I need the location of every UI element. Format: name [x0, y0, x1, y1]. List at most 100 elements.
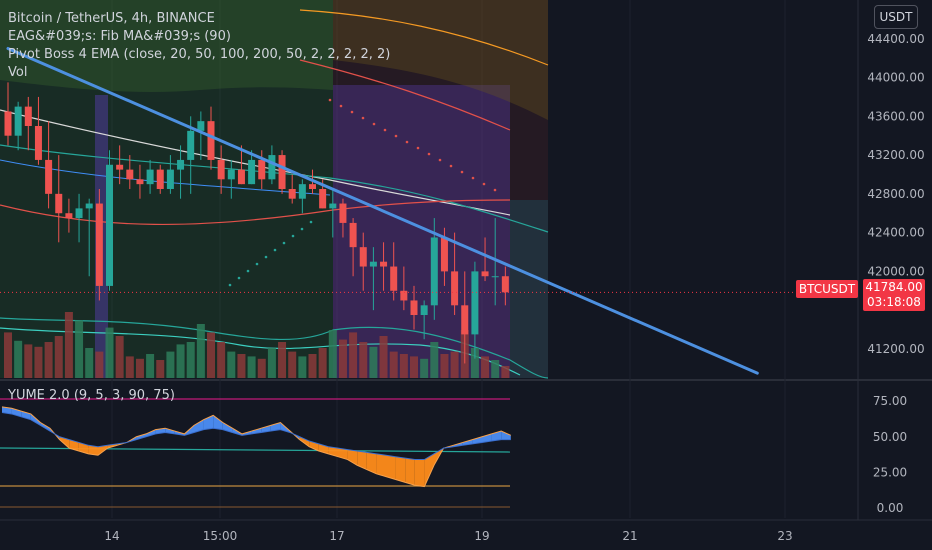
- price-tick-label: 42400.00: [867, 226, 924, 240]
- candle-body: [177, 159, 185, 170]
- candle-body: [390, 266, 398, 291]
- candle-body: [288, 189, 296, 199]
- time-tick-label: 21: [622, 529, 637, 543]
- candle-body: [440, 237, 448, 272]
- candle-body: [14, 106, 22, 136]
- trendline: [6, 46, 759, 375]
- price-tick-label: 43200.00: [867, 148, 924, 162]
- osc-fill-segment: [501, 431, 511, 440]
- pivot-dot-red: [460, 170, 464, 174]
- volume-bar: [227, 351, 236, 378]
- volume-bar: [115, 336, 124, 378]
- pivot-dot-green: [237, 276, 241, 280]
- pivot-dot-green: [273, 248, 277, 252]
- chart-legend: Bitcoin / TetherUS, 4h, BINANCE EAG&#039…: [8, 10, 390, 82]
- volume-bar: [470, 348, 479, 378]
- candle-body: [248, 159, 256, 185]
- pivot-dot-red: [449, 164, 453, 168]
- pivot-dot-green: [246, 269, 250, 273]
- moving-averages-layer: [0, 9, 549, 379]
- pivot-dot-green: [291, 234, 295, 238]
- candle-body: [339, 203, 347, 223]
- volume-bar: [440, 354, 449, 378]
- candle-body: [106, 164, 113, 286]
- pivot-dot-green: [300, 227, 304, 231]
- volume-bar: [278, 342, 287, 378]
- volume-bar: [389, 351, 398, 378]
- osc-fill-segment: [40, 422, 50, 432]
- candle-body: [298, 184, 306, 199]
- currency-button[interactable]: USDT: [874, 5, 918, 29]
- osc-fill-segment: [2, 406, 12, 414]
- volume-bar: [410, 356, 418, 378]
- time-tick-label: 19: [474, 529, 489, 543]
- legend-volume[interactable]: Vol: [8, 65, 28, 80]
- osc-fill-segment: [69, 439, 79, 451]
- osc-fill-segment: [98, 445, 108, 456]
- osc-fill-segment: [386, 455, 396, 480]
- time-tick-label: 15:00: [203, 529, 238, 543]
- candle-body: [237, 169, 245, 185]
- zone-green-left: [0, 0, 333, 378]
- candle-body: [65, 213, 73, 219]
- candle-body: [471, 271, 479, 335]
- candle-body: [481, 271, 489, 277]
- osc-fill-segment: [59, 436, 70, 449]
- osc-fill-segment: [21, 411, 31, 420]
- volume-bar: [430, 342, 439, 378]
- osc-fill-segment: [366, 452, 377, 474]
- oscillator-legend[interactable]: YUME 2.0 (9, 5, 3, 90, 75): [8, 388, 175, 403]
- volume-bar: [44, 342, 53, 378]
- price-tick-label: 43600.00: [867, 109, 924, 123]
- candle-body: [491, 276, 499, 278]
- legend-fib-ma[interactable]: EAG&#039;s: Fib MA&#039;s (90): [8, 29, 231, 44]
- volume-bar: [450, 351, 459, 378]
- osc-fill-segment: [261, 425, 271, 433]
- axis-layer: 44400.00 44000.00 43600.00 43200.00 42800.00…: [104, 32, 924, 543]
- candle-body: [156, 169, 164, 189]
- candle-body: [24, 106, 32, 126]
- osc-fast-line: [1, 406, 512, 488]
- candles-layer: [4, 82, 509, 364]
- candle-body: [400, 290, 408, 301]
- osc-fill-segment: [338, 448, 348, 460]
- candle-body: [187, 130, 195, 160]
- legend-title[interactable]: Bitcoin / TetherUS, 4h, BINANCE: [8, 11, 215, 26]
- candle-body: [329, 203, 337, 209]
- ema-teal-upper: [0, 144, 549, 233]
- pivot-dot-red: [493, 188, 497, 192]
- ema-blue: [0, 159, 331, 196]
- osc-fill-segment: [78, 442, 89, 454]
- candle-body: [451, 271, 459, 306]
- candle-body: [410, 300, 418, 315]
- candle-body: [227, 169, 235, 180]
- pivot-dot-green: [309, 220, 313, 224]
- osc-slow-line: [1, 412, 511, 461]
- volume-bar: [247, 356, 256, 378]
- candle-body: [258, 159, 266, 180]
- volume-bar: [75, 320, 84, 378]
- volume-bar: [217, 342, 226, 378]
- osc-fill-segment: [472, 436, 482, 444]
- volume-bar: [176, 344, 185, 378]
- pivot-dot-red: [339, 104, 343, 108]
- osc-fill-segment: [136, 433, 146, 440]
- candle-body: [217, 159, 225, 180]
- pivot-dot-red: [328, 98, 332, 102]
- volume-bar: [34, 346, 43, 378]
- pivot-dot-red: [438, 158, 442, 162]
- volume-bar: [196, 324, 205, 378]
- volume-bar: [237, 354, 246, 378]
- candle-body: [166, 169, 174, 189]
- volume-bar: [491, 360, 500, 378]
- legend-pivot-boss[interactable]: Pivot Boss 4 EMA (close, 20, 50, 100, 20…: [8, 47, 391, 62]
- pivot-dot-red: [372, 122, 376, 126]
- zone-teal-right: [510, 200, 548, 378]
- pivot-dot-red: [350, 110, 354, 114]
- candle-body: [95, 203, 103, 286]
- pivot-dot-green: [282, 241, 286, 245]
- volume-bar: [308, 354, 317, 378]
- trendline-layer[interactable]: [0, 46, 858, 375]
- osc-fill-segment: [146, 429, 156, 437]
